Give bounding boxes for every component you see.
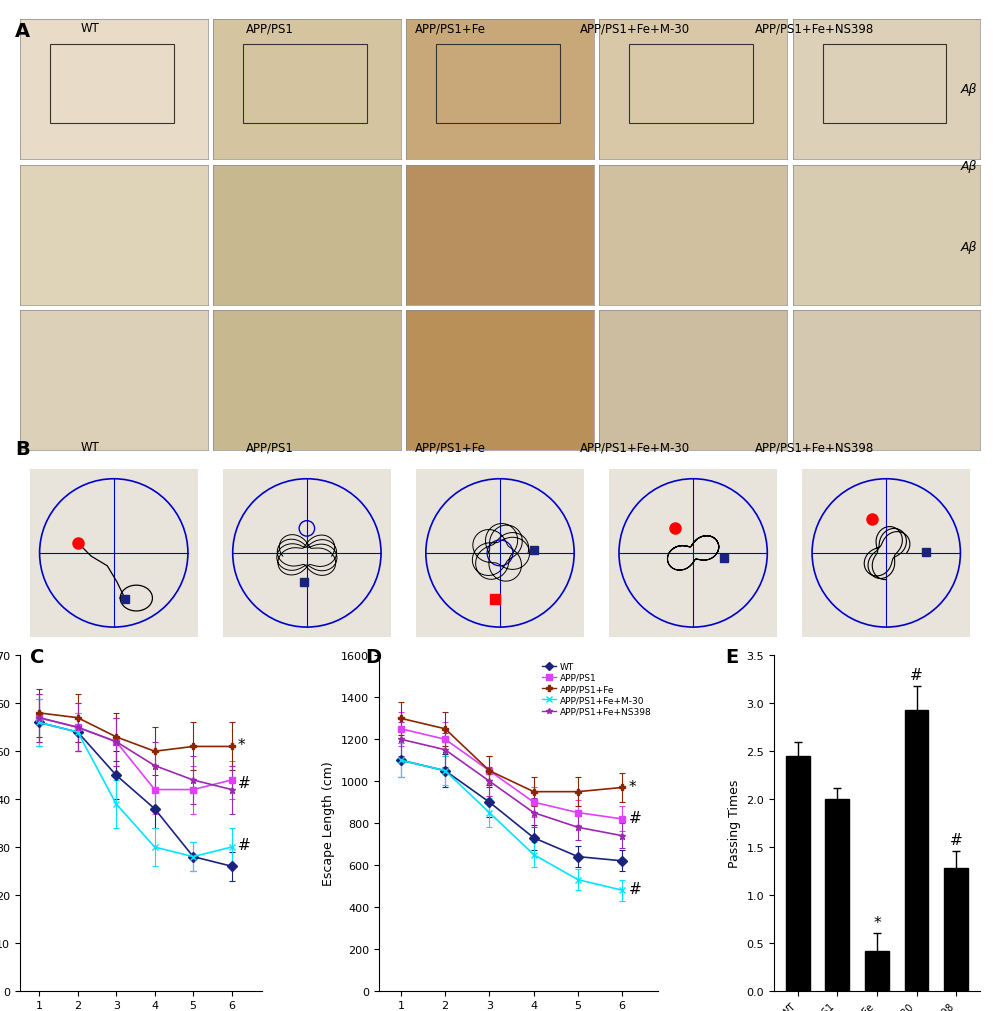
Text: APP/PS1+Fe+NS398: APP/PS1+Fe+NS398 — [755, 441, 875, 454]
Y-axis label: Passing Times: Passing Times — [728, 779, 741, 867]
Text: A: A — [15, 22, 30, 41]
Y-axis label: Escape Length (cm): Escape Length (cm) — [322, 761, 335, 886]
Text: Aβ: Aβ — [960, 83, 977, 95]
Text: #: # — [629, 881, 642, 896]
Text: *: * — [873, 915, 881, 930]
Text: WT: WT — [81, 441, 99, 454]
Text: APP/PS1: APP/PS1 — [246, 441, 294, 454]
Bar — [905, 711, 928, 991]
Bar — [944, 868, 968, 991]
Text: #: # — [237, 775, 250, 790]
Text: APP/PS1+Fe+NS398: APP/PS1+Fe+NS398 — [755, 22, 875, 35]
Bar — [825, 800, 849, 991]
Legend: WT, APP/PS1, APP/PS1+Fe, APP/PS1+Fe+M-30, APP/PS1+Fe+NS398: WT, APP/PS1, APP/PS1+Fe, APP/PS1+Fe+M-30… — [541, 660, 653, 718]
Text: APP/PS1+Fe+M-30: APP/PS1+Fe+M-30 — [580, 22, 690, 35]
Text: D: D — [365, 647, 381, 666]
Text: WT: WT — [81, 22, 99, 35]
Text: APP/PS1: APP/PS1 — [246, 22, 294, 35]
Text: #: # — [950, 832, 963, 847]
Text: Aβ: Aβ — [960, 161, 977, 173]
Text: #: # — [629, 811, 642, 826]
Text: *: * — [629, 779, 636, 794]
Text: Aβ: Aβ — [960, 242, 977, 254]
Text: #: # — [910, 667, 923, 682]
Text: APP/PS1+Fe: APP/PS1+Fe — [415, 22, 486, 35]
Text: APP/PS1+Fe+M-30: APP/PS1+Fe+M-30 — [580, 441, 690, 454]
Text: C: C — [30, 647, 44, 666]
Text: B: B — [15, 440, 30, 459]
Bar — [786, 756, 810, 991]
Bar — [865, 950, 889, 991]
Text: #: # — [237, 837, 250, 852]
Text: APP/PS1+Fe: APP/PS1+Fe — [415, 441, 486, 454]
Text: *: * — [237, 737, 245, 752]
Text: E: E — [725, 647, 738, 666]
